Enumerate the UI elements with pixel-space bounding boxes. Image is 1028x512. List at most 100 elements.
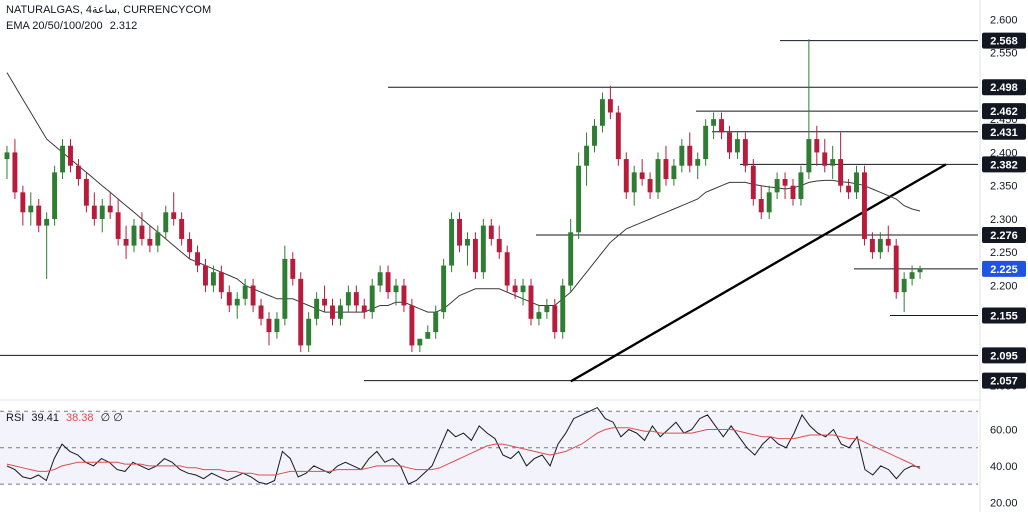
candle (147, 225, 153, 253)
rsi-legend[interactable]: RSI 39.41 38.38 ∅ ∅ (6, 411, 123, 424)
candle-body (99, 205, 105, 219)
candle (266, 312, 272, 346)
candle (330, 298, 335, 326)
candle (528, 278, 534, 326)
candle-body (258, 305, 264, 319)
level-label: 2.095 (982, 347, 1026, 364)
candle-body (155, 232, 161, 246)
level-label-text: 2.057 (990, 376, 1018, 388)
candle-body (306, 318, 312, 346)
level-label: 2.057 (982, 372, 1026, 389)
candle (171, 192, 177, 226)
level-label-text: 2.498 (990, 82, 1018, 94)
candle (83, 172, 89, 213)
level-label-bg (982, 123, 1026, 140)
candle (314, 292, 320, 326)
rsi-extra: ∅ ∅ (100, 412, 123, 424)
candle (488, 218, 494, 246)
price-pane-bg (0, 0, 1028, 398)
level-label-bg (982, 347, 1026, 364)
candle-body (615, 112, 621, 160)
candle (790, 179, 796, 206)
indicator-legend[interactable]: EMA 20/50/100/200 2.312 (6, 20, 137, 32)
candle (298, 272, 304, 353)
candle-body (719, 119, 725, 133)
candle (584, 132, 590, 186)
level-label-bg (982, 226, 1026, 243)
candle-body (584, 145, 590, 166)
candle-body (560, 285, 566, 333)
candle (4, 145, 10, 180)
candle-body (68, 145, 73, 166)
candle (472, 232, 478, 279)
candle-body (734, 139, 740, 153)
candle (242, 278, 248, 306)
level-label-bg (982, 372, 1026, 389)
candle-body (901, 278, 907, 293)
level-label: 2.568 (982, 32, 1026, 49)
candle (36, 199, 42, 233)
candle-body (337, 305, 343, 319)
rsi-axis[interactable]: 60.00 40.00 20.00 (990, 425, 1018, 510)
candle (258, 298, 264, 326)
candle-body (385, 272, 391, 293)
candle (163, 205, 169, 239)
candle-body (218, 272, 224, 293)
price-tick-label: 2.350 (990, 181, 1018, 193)
candle (734, 132, 740, 160)
level-label-text: 2.155 (990, 310, 1018, 322)
candle-body (123, 238, 129, 246)
candle-body (393, 285, 399, 293)
candle (568, 218, 574, 293)
candle (250, 278, 256, 313)
candle (504, 245, 510, 293)
candle-body (687, 145, 693, 166)
price-tick-label: 2.250 (990, 247, 1018, 259)
indicator-value: 2.312 (109, 20, 138, 32)
level-label-bg (982, 79, 1026, 96)
candle-body (750, 165, 756, 199)
candle (115, 199, 121, 246)
candle (750, 159, 756, 206)
candle-body (52, 172, 58, 219)
rsi-line (6, 406, 921, 485)
level-label: 2.431 (982, 123, 1026, 140)
candle (703, 119, 709, 166)
candle-body (790, 185, 796, 199)
candle-body (917, 268, 923, 273)
candle (885, 225, 891, 253)
candle (607, 85, 613, 120)
candle (520, 278, 526, 306)
candle-body (250, 285, 256, 306)
candle-body (449, 218, 455, 266)
candle-body (846, 185, 852, 193)
candle (830, 145, 836, 180)
candle (187, 232, 193, 259)
level-label-bg (982, 156, 1026, 173)
candle-body (814, 139, 820, 153)
candle-body (830, 159, 836, 166)
level-label-text: 2.225 (990, 264, 1018, 276)
candle (441, 258, 447, 319)
candle (20, 185, 26, 226)
indicator-name: EMA 20/50/100/200 (6, 20, 103, 32)
candle (425, 325, 431, 339)
candle-body (171, 212, 177, 219)
candle (727, 125, 732, 160)
candle-body (854, 172, 859, 193)
rsi-tick-label: 40.00 (990, 461, 1018, 473)
level-label: 2.498 (982, 79, 1026, 96)
candle (361, 298, 367, 319)
candle (195, 245, 200, 273)
symbol-title[interactable]: NATURALGAS, 4ساعة, CURRENCYCOM (6, 3, 211, 16)
horizontal-levels (0, 40, 978, 382)
candle (139, 212, 145, 246)
candle-body (782, 179, 788, 186)
candle (615, 105, 621, 166)
candle (457, 212, 462, 253)
candle (655, 152, 661, 199)
candle (433, 305, 439, 339)
candle (774, 172, 780, 199)
candle-body (457, 218, 462, 246)
